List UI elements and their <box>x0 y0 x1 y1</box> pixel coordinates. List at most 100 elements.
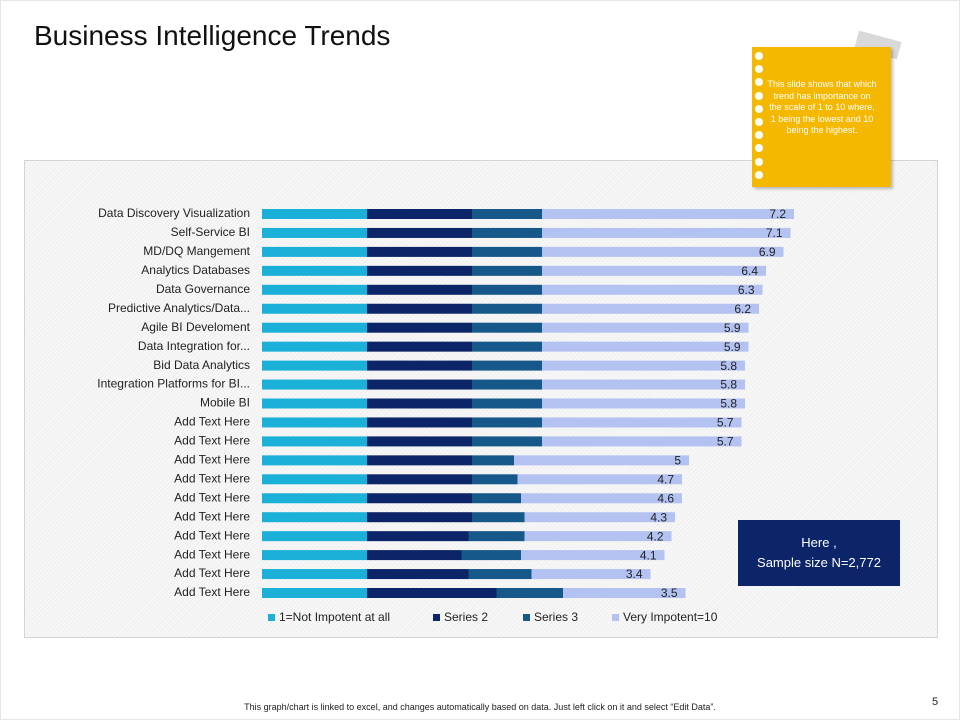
callout-line: Here , <box>801 535 837 550</box>
bar-segment <box>367 531 469 542</box>
y-tick-label: Mobile BI <box>200 396 250 410</box>
bar-segment <box>472 246 542 257</box>
data-label: 5.8 <box>720 378 737 392</box>
bar-segment <box>367 493 472 504</box>
bar-segment <box>521 493 682 504</box>
y-tick-label: Analytics Databases <box>141 263 250 277</box>
bar-segment <box>262 360 367 371</box>
bar-segment <box>524 512 675 523</box>
bar-segment <box>367 512 472 523</box>
y-tick-label: Add Text Here <box>174 528 250 542</box>
bar-segment <box>517 474 682 485</box>
bar-segment <box>367 341 472 352</box>
slide-title: Business Intelligence Trends <box>34 20 391 51</box>
callout-line: Sample size N=2,772 <box>757 555 881 570</box>
legend-swatch <box>523 614 530 621</box>
y-tick-label: Bid Data Analytics <box>153 358 250 372</box>
note-hole <box>755 170 763 179</box>
sticky-note: This slide shows that which trend has im… <box>752 47 891 187</box>
bar-segment <box>367 209 472 219</box>
y-tick-label: Add Text Here <box>174 415 250 429</box>
bar-segment <box>563 588 686 598</box>
bar-segment <box>542 436 742 447</box>
bar-segment <box>472 493 521 504</box>
bar-segment <box>367 246 472 257</box>
bar-segment <box>472 322 542 333</box>
bar-segment <box>262 417 367 428</box>
y-tick-label: Add Text Here <box>174 453 250 467</box>
bar-segment <box>472 341 542 352</box>
footer: This graph/chart is linked to excel, and… <box>244 702 716 712</box>
legend-label: Very Impotent=10 <box>623 610 718 624</box>
bar-segment <box>542 303 759 314</box>
y-tick-label: Add Text Here <box>174 509 250 523</box>
bar-segment <box>262 246 367 257</box>
bar-segment <box>367 379 472 390</box>
y-tick-label: Data Integration for... <box>138 339 250 353</box>
bar-segment <box>367 398 472 409</box>
bar-segment <box>262 474 367 485</box>
note-hole <box>755 104 763 113</box>
data-label: 7.1 <box>766 226 783 240</box>
callout: Here , Sample size N=2,772 <box>738 520 900 586</box>
data-label: 4.3 <box>650 510 667 524</box>
y-tick-label: Add Text Here <box>174 547 250 561</box>
bar-segment <box>262 303 367 314</box>
bar-segment <box>367 474 472 485</box>
bar-segment <box>542 379 745 390</box>
bar-segment <box>472 455 514 466</box>
bar-segment <box>472 474 518 485</box>
bar-segment <box>542 322 749 333</box>
bar-segment <box>262 493 367 504</box>
bar-segment <box>531 569 651 580</box>
note-hole <box>755 157 763 166</box>
bar-segment <box>542 284 763 295</box>
data-label: 6.4 <box>741 264 758 278</box>
note-hole <box>755 144 763 153</box>
bar-segment <box>472 379 542 390</box>
data-label: 4.1 <box>640 548 657 562</box>
bar-segment <box>496 588 563 598</box>
legend-swatch <box>612 614 619 621</box>
data-label: 5.8 <box>720 397 737 411</box>
bar-segment <box>542 417 742 428</box>
bar-segment <box>472 284 542 295</box>
data-label: 3.5 <box>661 586 678 600</box>
bar-segment <box>367 436 472 447</box>
data-label: 6.2 <box>734 302 751 316</box>
data-label: 4.6 <box>657 491 674 505</box>
y-tick-label: Add Text Here <box>174 434 250 448</box>
bar-segment <box>472 512 525 523</box>
note-hole <box>755 52 763 60</box>
bar-segment <box>367 360 472 371</box>
bar-segment <box>472 265 542 276</box>
data-label: 6.3 <box>738 283 755 297</box>
bar-segment <box>367 569 469 580</box>
bar-segment <box>542 246 784 257</box>
bar-segment <box>367 265 472 276</box>
bar-segment <box>472 227 542 238</box>
bar-segment <box>262 265 367 276</box>
legend-swatch <box>433 614 440 621</box>
bar-segment <box>542 360 745 371</box>
bar-segment <box>367 322 472 333</box>
y-tick-label: Add Text Here <box>174 490 250 504</box>
y-tick-label: Add Text Here <box>174 566 250 580</box>
note-hole <box>755 131 763 140</box>
bar-segment <box>367 588 497 598</box>
note-text: This slide shows that which trend has im… <box>767 79 877 135</box>
data-label: 5.8 <box>720 359 737 373</box>
y-tick-label: Add Text Here <box>174 585 250 599</box>
bar-segment <box>472 398 542 409</box>
bar-segment <box>472 436 542 447</box>
legend-swatch <box>268 614 275 621</box>
data-label: 5.7 <box>717 416 734 430</box>
bar-segment <box>521 550 665 561</box>
data-label: 5.7 <box>717 435 734 449</box>
data-label: 5.9 <box>724 340 741 354</box>
bar-segment <box>542 227 791 238</box>
bar-segment <box>262 341 367 352</box>
y-tick-label: Self-Service BI <box>171 225 250 239</box>
legend-label: Series 2 <box>444 610 488 624</box>
